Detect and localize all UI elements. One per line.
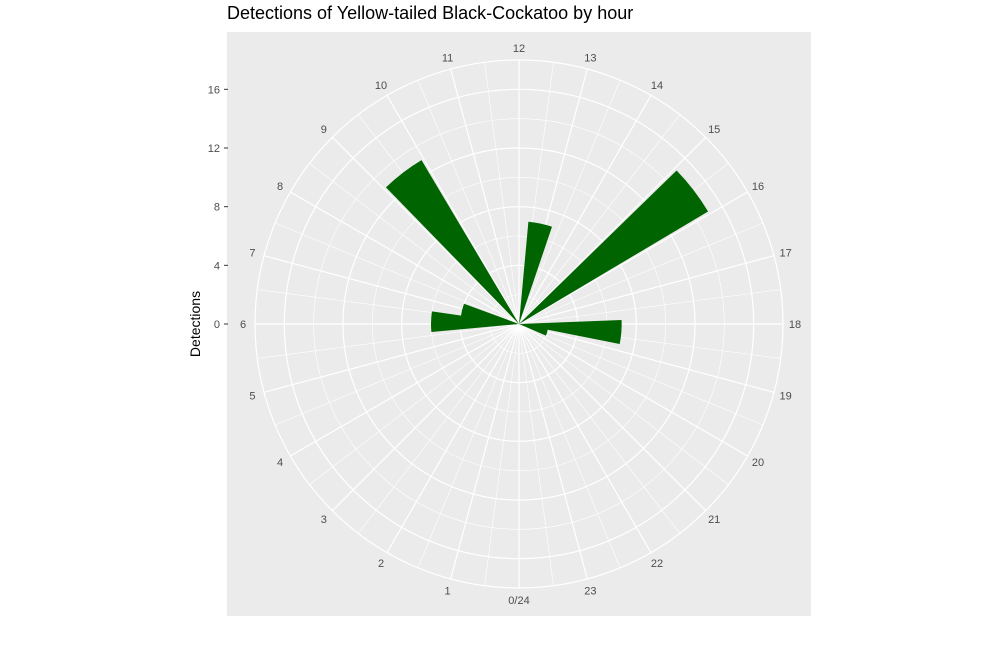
minor-spoke (274, 222, 520, 325)
minor-spoke (518, 323, 764, 426)
y-tick-label: 12 (208, 143, 220, 155)
major-ring (342, 147, 696, 501)
hour-label: 19 (779, 390, 791, 402)
hour-label: 18 (789, 319, 801, 331)
major-ring (401, 206, 637, 442)
minor-spoke (518, 289, 781, 325)
hour-label: 10 (375, 80, 387, 92)
minor-spoke (518, 79, 621, 325)
y-axis: 0 4 8 12 16 (208, 84, 228, 331)
minor-spoke (518, 323, 729, 485)
bar-hour-6.9 (460, 303, 519, 324)
bar-hour-6.1 (431, 311, 519, 333)
hour-label: 1 (445, 586, 451, 598)
major-spoke (518, 323, 775, 393)
hour-label: 5 (249, 390, 255, 402)
hour-label: 0/24 (508, 595, 529, 607)
hour-label: 17 (779, 248, 791, 260)
hour-label: 12 (513, 43, 525, 55)
hour-label: 14 (651, 80, 663, 92)
minor-spoke (518, 323, 621, 569)
hour-label: 7 (249, 248, 255, 260)
bar-hour-9.5 (385, 160, 519, 324)
chart-title: Detections of Yellow-tailed Black-Cockat… (227, 3, 634, 23)
major-spoke (518, 95, 652, 325)
major-spoke (518, 323, 652, 553)
minor-spoke (417, 79, 520, 325)
major-spoke (518, 255, 775, 325)
major-spoke (386, 323, 520, 553)
y-tick-label: 0 (214, 319, 220, 331)
hour-label: 22 (651, 558, 663, 570)
bar-hour-12.8 (519, 221, 552, 324)
hour-label: 3 (321, 514, 327, 526)
minor-spoke (274, 323, 520, 426)
minor-ring (372, 177, 666, 471)
minor-ring (313, 118, 725, 530)
minor-spoke (309, 163, 520, 325)
major-spoke (518, 136, 707, 325)
minor-spoke (518, 114, 680, 325)
hour-label: 15 (708, 124, 720, 136)
minor-spoke (309, 323, 520, 485)
hour-label: 23 (584, 586, 596, 598)
minor-spoke (417, 323, 520, 569)
hour-label: 21 (708, 514, 720, 526)
minor-spoke (484, 323, 520, 586)
hour-label: 9 (321, 124, 327, 136)
major-spoke (386, 95, 520, 325)
major-spoke (290, 323, 520, 457)
minor-spoke (484, 62, 520, 325)
major-spoke (518, 191, 748, 325)
hour-label: 16 (752, 181, 764, 193)
major-spoke (518, 323, 588, 580)
major-spoke (331, 136, 520, 325)
hour-labels: 0/24123456789101112131415161718192021222… (240, 43, 801, 607)
major-ring (283, 88, 755, 560)
y-tick-label: 16 (208, 84, 220, 96)
hour-label: 4 (277, 457, 283, 469)
hour-label: 8 (277, 181, 283, 193)
hour-label: 11 (442, 52, 453, 64)
bar-hour-15.5 (519, 170, 709, 324)
minor-spoke (518, 323, 554, 586)
bar-layer (385, 160, 709, 345)
major-spoke (518, 323, 707, 512)
bar-hour-18.3 (519, 319, 622, 345)
bar-hour-19.1 (519, 324, 548, 336)
major-spoke (450, 68, 520, 325)
minor-spoke (518, 323, 680, 534)
outer-ring (254, 59, 784, 589)
hour-label: 13 (584, 52, 596, 64)
y-axis-label: Detections (187, 291, 203, 357)
hour-label: 6 (240, 319, 246, 331)
major-spoke (331, 323, 520, 512)
major-spoke (450, 323, 520, 580)
y-tick-label: 4 (214, 260, 220, 272)
hour-label: 20 (752, 457, 764, 469)
major-spoke (290, 191, 520, 325)
major-spoke (263, 323, 520, 393)
minor-spoke (518, 222, 764, 325)
minor-spoke (257, 323, 520, 359)
major-spoke (518, 323, 748, 457)
hour-label: 2 (378, 558, 384, 570)
minor-spoke (358, 323, 520, 534)
y-tick-label: 8 (214, 202, 220, 214)
